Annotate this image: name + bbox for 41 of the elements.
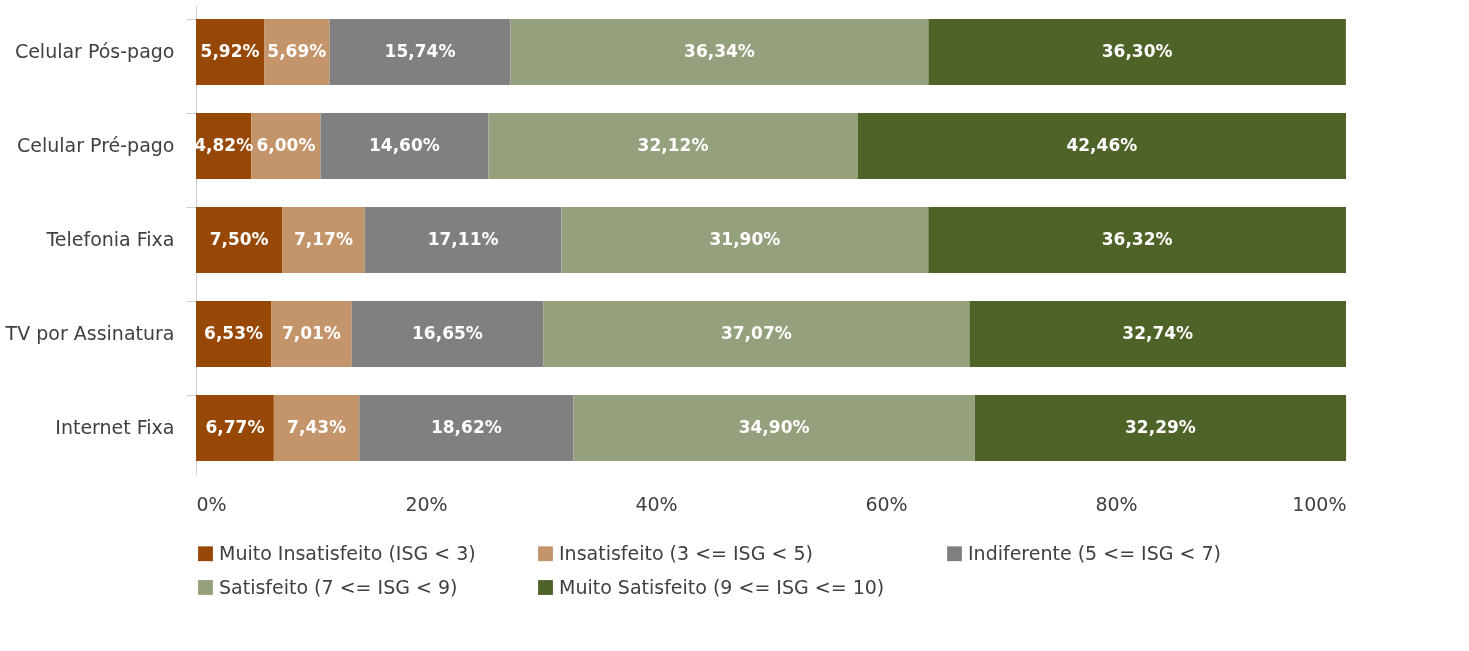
data-label: 36,30% bbox=[1101, 41, 1173, 61]
data-label: 32,74% bbox=[1122, 323, 1194, 343]
data-label: 6,53% bbox=[204, 323, 264, 343]
y-tick-label: Telefonia Fixa bbox=[45, 228, 175, 250]
data-label: 16,65% bbox=[412, 323, 483, 343]
data-label: 7,50% bbox=[209, 229, 269, 249]
data-label: 17,11% bbox=[427, 229, 499, 249]
data-label: 7,17% bbox=[293, 229, 353, 249]
data-label: 36,34% bbox=[684, 41, 755, 61]
data-label: 37,07% bbox=[720, 323, 792, 343]
data-label: 31,90% bbox=[709, 229, 781, 249]
data-label: 7,01% bbox=[281, 323, 341, 343]
data-label: 15,74% bbox=[384, 41, 456, 61]
data-label: 42,46% bbox=[1066, 135, 1138, 155]
x-tick-label: 100% bbox=[1292, 492, 1347, 515]
y-tick-label: TV por Assinatura bbox=[4, 322, 175, 344]
x-tick-label: 20% bbox=[405, 492, 448, 515]
data-label: 6,00% bbox=[256, 135, 316, 155]
data-label: 4,82% bbox=[194, 135, 254, 155]
data-label: 7,43% bbox=[287, 417, 347, 437]
legend-label: Insatisfeito (3 <= ISG < 5) bbox=[559, 541, 813, 564]
x-tick-label: 40% bbox=[635, 492, 678, 515]
legend-label: Muito Insatisfeito (ISG < 3) bbox=[219, 541, 476, 564]
data-label: 5,92% bbox=[200, 41, 260, 61]
data-label: 36,32% bbox=[1101, 229, 1173, 249]
legend-label: Satisfeito (7 <= ISG < 9) bbox=[219, 575, 458, 598]
x-tick-label: 0% bbox=[196, 492, 227, 515]
legend-label: Muito Satisfeito (9 <= ISG <= 10) bbox=[559, 575, 885, 598]
y-tick-label: Celular Pré-pago bbox=[16, 134, 175, 156]
y-tick-label: Internet Fixa bbox=[55, 416, 175, 438]
legend-label: Indiferente (5 <= ISG < 7) bbox=[968, 541, 1221, 564]
data-label: 34,90% bbox=[738, 417, 810, 437]
y-tick-label: Celular Pós-pago bbox=[14, 40, 175, 62]
data-label: 6,77% bbox=[205, 417, 265, 437]
data-label: 18,62% bbox=[430, 417, 502, 437]
x-tick-label: 60% bbox=[865, 492, 908, 515]
data-label: 14,60% bbox=[368, 135, 440, 155]
data-label: 5,69% bbox=[267, 41, 327, 61]
x-tick-label: 80% bbox=[1095, 492, 1138, 515]
data-label: 32,29% bbox=[1125, 417, 1196, 437]
data-label: 32,12% bbox=[637, 135, 709, 155]
